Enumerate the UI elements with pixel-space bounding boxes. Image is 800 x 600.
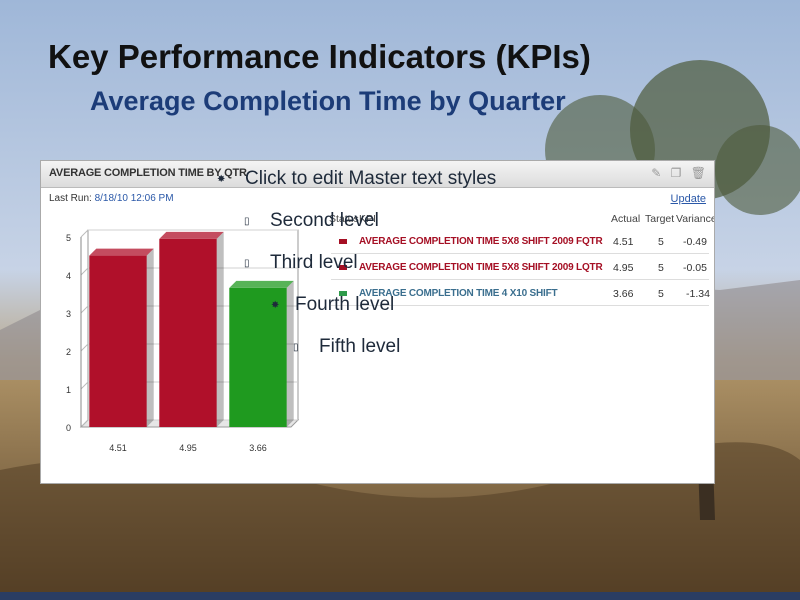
bar-top: [159, 231, 224, 239]
last-run-value: 8/18/10 12:06 PM: [94, 193, 174, 204]
gridline-side: [80, 381, 89, 390]
bullet-text: Second level: [270, 210, 379, 231]
status-indicator: [339, 239, 347, 244]
bullet-level-4[interactable]: ✸ Fourth level: [271, 294, 395, 316]
bar: [229, 287, 287, 427]
kpi-name: AVERAGE COMPLETION TIME 5X8 SHIFT 2009 L…: [359, 262, 603, 273]
header-status: Status: [329, 213, 359, 225]
y-tick-label: 5: [66, 233, 71, 243]
gridline-side: [80, 343, 89, 352]
panel-title: AVERAGE COMPLETION TIME BY QTR: [49, 167, 247, 179]
delete-icon[interactable]: 🗑: [690, 166, 706, 180]
y-tick-label: 2: [66, 347, 71, 357]
kpi-variance: -0.49: [683, 236, 707, 248]
last-run: Last Run: 8/18/10 12:06 PM: [49, 193, 174, 204]
square-bullet-icon: ▯: [244, 258, 250, 269]
kpi-variance: -0.05: [683, 262, 707, 274]
bullet-text: Fourth level: [295, 294, 395, 315]
kpi-name: AVERAGE COMPLETION TIME 5X8 SHIFT 2009 F…: [359, 236, 603, 247]
panel-header: AVERAGE COMPLETION TIME BY QTR ✎ ❐ 🗑: [41, 161, 714, 188]
header-kpi: KPI: [359, 213, 376, 225]
bar: [89, 255, 147, 427]
asterisk-bullet-icon: ✸: [217, 174, 226, 185]
bar-chart: 0 1 2 3 4 5 4.51 4.95 3.66: [66, 229, 300, 453]
bullet-text: Third level: [270, 252, 358, 273]
gridline-side: [80, 419, 89, 428]
y-tick-label: 0: [66, 423, 71, 433]
square-bullet-icon: ▯: [293, 342, 299, 353]
kpi-row[interactable]: AVERAGE COMPLETION TIME 5X8 SHIFT 2009 L…: [331, 257, 709, 280]
x-tick-label: 4.51: [109, 443, 127, 453]
copy-icon[interactable]: ❐: [670, 166, 682, 180]
bullet-level-3[interactable]: ▯ Third level: [244, 252, 358, 274]
slide-title: Key Performance Indicators (KPIs): [48, 38, 591, 75]
square-bullet-icon: ▯: [244, 216, 250, 227]
kpi-actual: 4.51: [613, 236, 634, 248]
panel-toolbar: ✎ ❐ 🗑: [645, 166, 706, 180]
kpi-actual: 3.66: [613, 288, 634, 300]
kpi-variance: -1.34: [686, 288, 710, 300]
x-tick-label: 4.95: [179, 443, 197, 453]
y-tick-label: 1: [66, 385, 71, 395]
bar-side: [216, 231, 224, 427]
header-target: Target: [645, 213, 675, 225]
bullet-level-1[interactable]: ✸ Click to edit Master text styles: [217, 168, 497, 190]
status-indicator: [339, 291, 347, 296]
gridline-side: [80, 267, 89, 276]
kpi-target: 5: [658, 236, 664, 248]
last-run-label: Last Run:: [49, 193, 92, 204]
bar: [159, 238, 217, 427]
bullet-text: Fifth level: [319, 336, 401, 357]
bar-top: [229, 280, 294, 288]
bullet-text: Click to edit Master text styles: [245, 168, 497, 189]
kpi-name: AVERAGE COMPLETION TIME 4 X10 SHIFT: [359, 288, 558, 299]
status-indicator: [339, 265, 347, 270]
kpi-target: 5: [658, 288, 664, 300]
kpi-row[interactable]: AVERAGE COMPLETION TIME 4 X10 SHIFT 3.66…: [331, 283, 710, 306]
bar-top: [89, 248, 154, 256]
y-tick-label: 4: [66, 271, 71, 281]
gridline-side: [80, 229, 89, 238]
y-tick-label: 3: [66, 309, 71, 319]
kpi-actual: 4.95: [613, 262, 634, 274]
kpi-panel: AVERAGE COMPLETION TIME BY QTR ✎ ❐ 🗑 Las…: [40, 160, 715, 484]
slide-subtitle: Average Completion Time by Quarter: [90, 86, 566, 116]
x-tick-label: 3.66: [249, 443, 267, 453]
bar-side: [146, 248, 154, 427]
bar-side: [286, 280, 294, 427]
gridline-side: [80, 305, 89, 314]
header-variance: Variance: [676, 213, 715, 225]
header-actual: Actual: [611, 213, 641, 225]
kpi-target: 5: [658, 262, 664, 274]
edit-icon[interactable]: ✎: [651, 166, 662, 180]
bullet-level-2[interactable]: ▯ Second level: [244, 210, 379, 232]
kpi-row[interactable]: AVERAGE COMPLETION TIME 5X8 SHIFT 2009 F…: [331, 231, 709, 254]
update-link[interactable]: Update: [670, 193, 706, 205]
bullet-level-5[interactable]: ▯ Fifth level: [293, 336, 401, 358]
asterisk-bullet-icon: ✸: [271, 300, 280, 311]
